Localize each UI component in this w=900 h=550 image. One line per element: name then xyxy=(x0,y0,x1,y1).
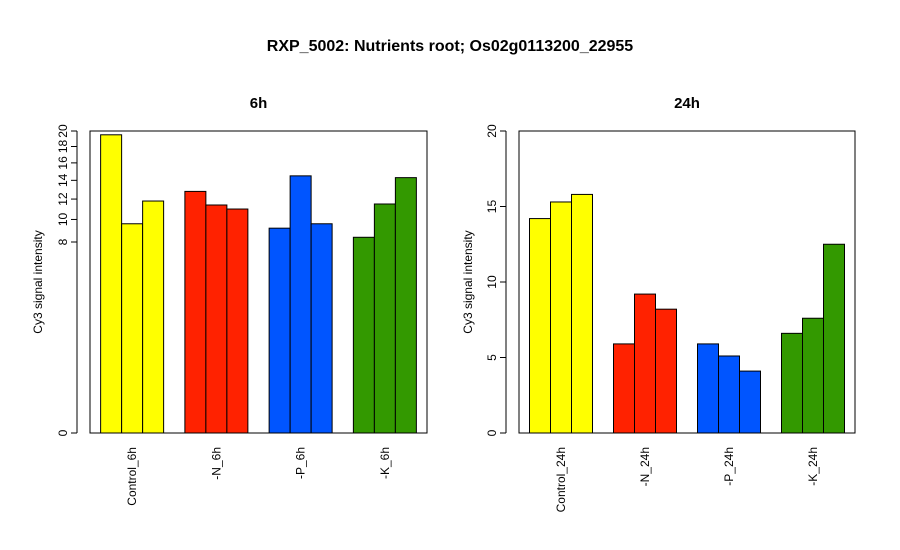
y-tick-label: 18 xyxy=(56,140,70,154)
bar xyxy=(802,317,824,434)
bar xyxy=(394,177,417,434)
x-tick-label: -P_6h xyxy=(294,447,308,479)
bar xyxy=(550,201,572,434)
bar xyxy=(613,343,635,434)
bar xyxy=(268,227,291,434)
bar xyxy=(781,332,803,434)
panel-title: 24h xyxy=(674,95,700,112)
x-tick-label: -K_6h xyxy=(378,447,392,479)
bar xyxy=(289,175,312,434)
bar xyxy=(184,190,207,434)
y-tick-label: 5 xyxy=(485,354,499,361)
y-tick-label: 12 xyxy=(56,192,70,206)
bar xyxy=(373,203,396,434)
bar xyxy=(718,355,740,434)
x-tick-label: Control_24h xyxy=(554,447,568,512)
bar xyxy=(634,293,656,434)
bar xyxy=(823,243,845,434)
bar xyxy=(100,134,123,434)
bar xyxy=(571,193,593,434)
y-tick-label: 20 xyxy=(56,124,70,138)
bar xyxy=(121,223,144,434)
y-tick-label: 8 xyxy=(56,238,70,245)
bar xyxy=(226,208,249,434)
bar xyxy=(739,370,761,434)
bar xyxy=(529,218,551,434)
figure-title: RXP_5002: Nutrients root; Os02g0113200_2… xyxy=(266,38,634,55)
x-tick-label: -K_24h xyxy=(806,447,820,486)
bar xyxy=(697,343,719,434)
bar xyxy=(142,200,165,434)
y-tick-label: 0 xyxy=(56,429,70,436)
x-tick-label: Control_6h xyxy=(125,447,139,506)
y-tick-label: 0 xyxy=(485,429,499,436)
bar xyxy=(310,223,333,434)
y-axis-label: Cy3 signal intensity xyxy=(461,230,475,333)
y-tick-label: 10 xyxy=(485,275,499,289)
bar xyxy=(205,204,228,434)
bar xyxy=(655,308,677,434)
y-tick-label: 10 xyxy=(56,212,70,226)
y-tick-label: 20 xyxy=(485,124,499,138)
x-tick-label: -N_24h xyxy=(638,447,652,486)
y-tick-label: 16 xyxy=(56,156,70,170)
plot-frame xyxy=(89,130,428,434)
chart-panel-0: 6h Cy3 signal intensity 0 8 10 12 14 16 18 20 Cont… xyxy=(31,95,428,506)
y-axis-label: Cy3 signal intensity xyxy=(31,230,45,333)
chart-panel-1: 24h Cy3 signal intensity 0 5 10 15 20 Control_2… xyxy=(461,95,856,512)
bar xyxy=(352,236,375,434)
panel-title: 6h xyxy=(250,95,268,112)
x-tick-label: -P_24h xyxy=(722,447,736,486)
plot-frame xyxy=(518,130,856,434)
y-tick-label: 14 xyxy=(56,173,70,187)
y-tick-label: 15 xyxy=(485,200,499,214)
x-tick-label: -N_6h xyxy=(209,447,223,480)
